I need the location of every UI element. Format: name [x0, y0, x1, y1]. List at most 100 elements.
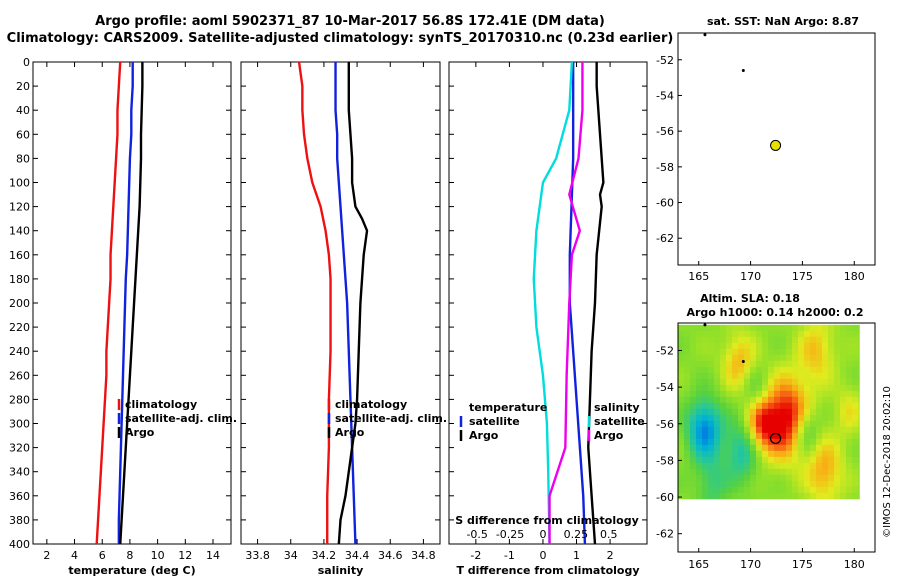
sla-cell	[840, 384, 847, 392]
salinity-series-argo	[337, 62, 369, 545]
sla-cell	[810, 378, 817, 386]
sla-cell	[690, 354, 697, 362]
sla-cell	[834, 492, 841, 500]
sla-cell	[744, 372, 751, 380]
sla-cell	[798, 486, 805, 494]
sla-cell	[804, 336, 811, 344]
sla-cell	[708, 342, 715, 350]
sla-cell	[810, 414, 817, 422]
sla-cell	[780, 330, 787, 338]
sla-cell	[786, 492, 793, 500]
sla-cell	[828, 486, 835, 494]
sla-cell	[828, 408, 835, 416]
sla-cell	[696, 420, 703, 428]
sla-cell	[696, 366, 703, 374]
sla-cell	[768, 492, 775, 500]
sla-cell	[804, 342, 811, 350]
sla-cell	[810, 396, 817, 404]
sla-cell	[702, 456, 709, 464]
sla-cell	[852, 402, 859, 410]
sla-cell	[762, 432, 769, 440]
sla-cell	[696, 474, 703, 482]
sla-cell	[840, 396, 847, 404]
sla-cell	[696, 384, 703, 392]
sla-cell	[846, 444, 853, 452]
salinity-xtick-label: 34.2	[312, 549, 337, 562]
sla-cell	[738, 354, 745, 362]
sla-map-title-2: Argo h1000: 0.14 h2000: 0.2	[686, 306, 863, 319]
sla-cell	[840, 450, 847, 458]
sla-cell	[762, 390, 769, 398]
sla-cell	[750, 384, 757, 392]
sla-cell	[690, 378, 697, 386]
sla-cell	[804, 414, 811, 422]
sla-cell	[756, 474, 763, 482]
sla-cell	[684, 474, 691, 482]
sla-cell	[684, 450, 691, 458]
sla-cell	[720, 390, 727, 398]
sla-cell	[840, 342, 847, 350]
sla-cell	[762, 480, 769, 488]
sla-cell	[726, 420, 733, 428]
sla-cell	[798, 372, 805, 380]
sla-cell	[822, 324, 829, 332]
sla-cell	[696, 342, 703, 350]
sla-cell	[678, 396, 685, 404]
sla-cell	[738, 360, 745, 368]
sla-cell	[690, 402, 697, 410]
sst-map-ytick-label: -62	[656, 232, 674, 245]
sla-cell	[762, 414, 769, 422]
sla-cell	[792, 324, 799, 332]
sla-cell	[846, 378, 853, 386]
imos-credit: ©IMOS 12-Dec-2018 20:02:10	[882, 386, 893, 538]
sla-cell	[816, 378, 823, 386]
sla-cell	[684, 492, 691, 500]
sla-cell	[774, 390, 781, 398]
sla-cell	[720, 402, 727, 410]
sla-cell	[732, 348, 739, 356]
sla-cell	[774, 450, 781, 458]
sla-cell	[696, 408, 703, 416]
sla-cell	[708, 468, 715, 476]
sla-cell	[822, 438, 829, 446]
sla-cell	[756, 480, 763, 488]
sla-cell	[822, 426, 829, 434]
sla-cell	[858, 396, 860, 404]
sla-cell	[804, 324, 811, 332]
sla-cell	[834, 474, 841, 482]
sla-cell	[816, 486, 823, 494]
sla-cell	[702, 336, 709, 344]
sla-cell	[714, 420, 721, 428]
sla-cell	[840, 360, 847, 368]
sla-cell	[744, 378, 751, 386]
sla-cell	[786, 462, 793, 470]
sla-cell	[798, 432, 805, 440]
sla-cell	[750, 336, 757, 344]
sla-map-ytick-label: -62	[656, 528, 674, 541]
sla-cell	[846, 432, 853, 440]
sla-cell	[852, 468, 859, 476]
sla-cell	[810, 462, 817, 470]
sla-cell	[762, 474, 769, 482]
sla-cell	[738, 438, 745, 446]
sla-cell	[810, 372, 817, 380]
sla-cell	[750, 486, 757, 494]
sla-cell	[678, 348, 685, 356]
sla-cell	[858, 468, 860, 476]
sla-cell	[684, 432, 691, 440]
sla-cell	[828, 480, 835, 488]
sla-cell	[810, 348, 817, 356]
sla-cell	[858, 444, 860, 452]
sla-cell	[828, 402, 835, 410]
sla-cell	[852, 456, 859, 464]
sla-cell	[762, 486, 769, 494]
sla-cell	[732, 414, 739, 422]
sla-cell	[780, 342, 787, 350]
temperature-xtick-label: 6	[99, 549, 106, 562]
depth-tick-label: 100	[9, 177, 30, 190]
sla-cell	[798, 336, 805, 344]
sla-cell	[858, 432, 860, 440]
temperature-xtick-label: 12	[178, 549, 192, 562]
sla-cell	[840, 414, 847, 422]
sla-cell	[732, 420, 739, 428]
